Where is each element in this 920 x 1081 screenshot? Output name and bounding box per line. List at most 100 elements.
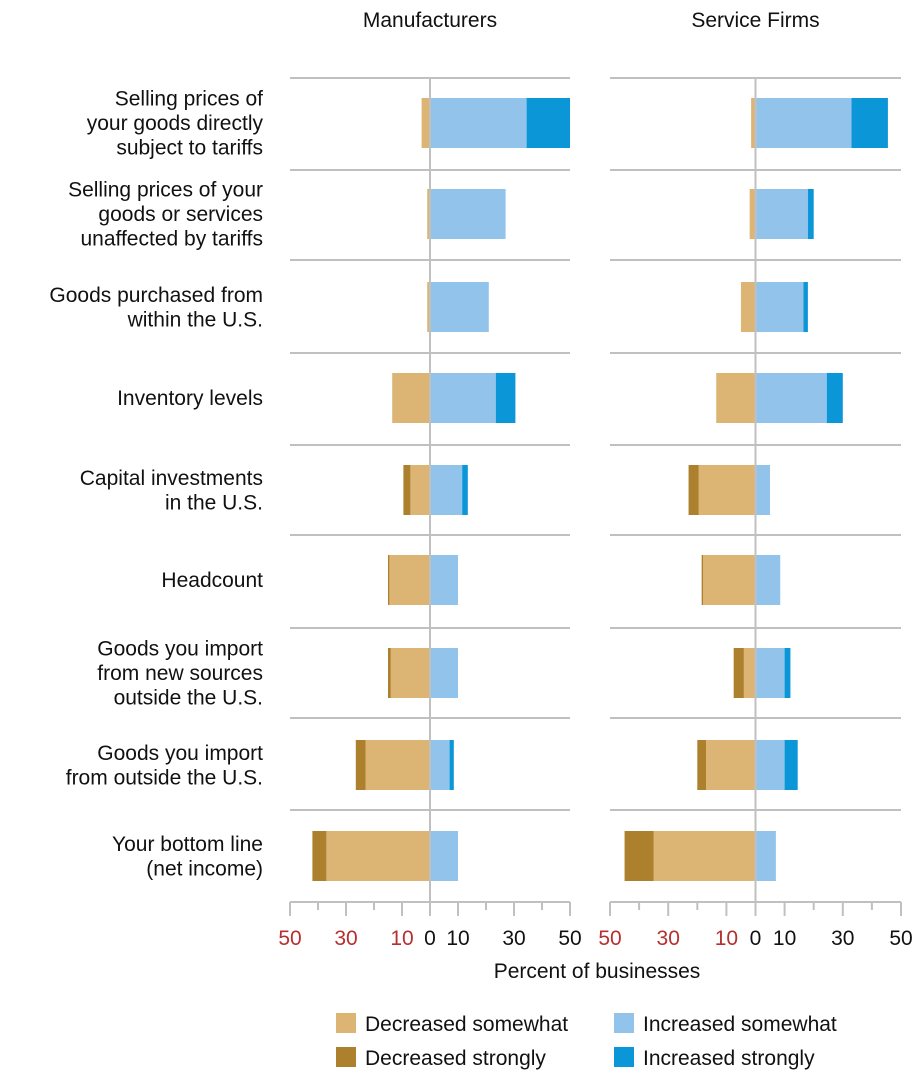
legend-label: Increased strongly <box>643 1047 815 1070</box>
x-tick-label: 30 <box>502 927 525 950</box>
x-tick-label: 0 <box>750 927 762 950</box>
x-tick-label: 10 <box>773 927 796 950</box>
bar-decreased-strongly <box>733 648 744 698</box>
legend: Decreased somewhat Increased somewhat Decr… <box>336 1013 837 1070</box>
x-tick-label: 50 <box>889 927 912 950</box>
bar-increased-somewhat <box>755 189 808 239</box>
panel-manufacturers: Manufacturers 50 30 10 0 10 30 50 <box>278 9 581 950</box>
bar-decreased-somewhat <box>427 282 430 332</box>
category-label: Goods purchased from within the U.S. <box>49 284 263 332</box>
bar-increased-somewhat <box>430 648 458 698</box>
bar-increased-somewhat <box>755 648 785 698</box>
bar-decreased-strongly <box>624 831 654 881</box>
bar-increased-somewhat <box>430 282 489 332</box>
x-tick-label: 50 <box>598 927 621 950</box>
bar-decreased-strongly <box>688 465 699 515</box>
bar-decreased-strongly <box>355 740 366 790</box>
bar-decreased-somewhat <box>740 282 756 332</box>
bar-decreased-somewhat <box>389 555 430 605</box>
legend-label: Decreased strongly <box>365 1047 546 1070</box>
bar-decreased-somewhat <box>703 555 756 605</box>
bar-decreased-somewhat <box>653 831 756 881</box>
category-label: Goods you import from new sources outside … <box>97 638 263 710</box>
x-axis-title: Percent of businesses <box>494 960 701 983</box>
legend-swatch <box>336 1047 356 1067</box>
bar-increased-strongly <box>495 373 516 423</box>
x-tick-label: 10 <box>446 927 469 950</box>
x-tick-label: 50 <box>278 927 301 950</box>
bar-increased-somewhat <box>755 465 771 515</box>
bar-decreased-strongly <box>388 648 391 698</box>
category-labels: Selling prices of your goods directly subj… <box>49 88 263 881</box>
legend-swatch <box>614 1013 634 1033</box>
bar-increased-strongly <box>803 282 808 332</box>
x-tick-label: 10 <box>715 927 738 950</box>
bar-increased-somewhat <box>430 373 496 423</box>
bar-decreased-somewhat <box>427 189 430 239</box>
bar-decreased-strongly <box>403 465 411 515</box>
bar-increased-somewhat <box>430 189 506 239</box>
panel-service-firms: Service Firms 50 30 10 0 10 30 50 <box>598 9 912 950</box>
bar-increased-strongly <box>807 189 814 239</box>
bar-increased-strongly <box>449 740 454 790</box>
legend-label: Increased somewhat <box>643 1013 837 1036</box>
legend-item: Decreased strongly <box>336 1047 546 1070</box>
category-label: Inventory levels <box>117 387 263 410</box>
bar-decreased-strongly <box>697 740 707 790</box>
bar-decreased-somewhat <box>749 189 756 239</box>
bar-increased-somewhat <box>755 282 804 332</box>
category-label: Capital investments in the U.S. <box>80 467 263 515</box>
category-label: Selling prices of your goods directly subj… <box>87 88 264 160</box>
bar-increased-somewhat <box>430 98 527 148</box>
bar-increased-somewhat <box>430 555 458 605</box>
bar-decreased-strongly <box>388 555 390 605</box>
bar-increased-strongly <box>784 648 791 698</box>
x-tick-label: 30 <box>334 927 357 950</box>
bar-decreased-somewhat <box>421 98 430 148</box>
chart-panels: Manufacturers 50 30 10 0 10 30 50 Service Firms 5… <box>278 9 912 950</box>
bar-decreased-somewhat <box>392 373 430 423</box>
bar-decreased-somewhat <box>326 831 430 881</box>
bar-increased-strongly <box>826 373 843 423</box>
bar-increased-strongly <box>784 740 798 790</box>
x-tick-label: 50 <box>558 927 581 950</box>
bar-increased-somewhat <box>755 555 781 605</box>
category-label: Your bottom line (net income) <box>112 833 263 881</box>
bar-increased-somewhat <box>430 465 463 515</box>
x-tick-label: 30 <box>657 927 680 950</box>
bar-increased-strongly <box>526 98 570 148</box>
bar-increased-strongly <box>462 465 468 515</box>
legend-label: Decreased somewhat <box>365 1013 568 1036</box>
bar-increased-somewhat <box>430 831 458 881</box>
legend-swatch <box>614 1047 634 1067</box>
bar-decreased-somewhat <box>743 648 756 698</box>
bar-increased-somewhat <box>755 740 785 790</box>
bar-increased-somewhat <box>755 98 852 148</box>
legend-item: Increased somewhat <box>614 1013 837 1036</box>
bar-decreased-strongly <box>312 831 327 881</box>
category-label: Headcount <box>161 569 263 592</box>
bar-decreased-somewhat <box>716 373 756 423</box>
bar-decreased-somewhat <box>410 465 430 515</box>
bar-increased-strongly <box>851 98 888 148</box>
bar-increased-somewhat <box>755 831 776 881</box>
legend-item: Decreased somewhat <box>336 1013 568 1036</box>
legend-item: Increased strongly <box>614 1047 815 1070</box>
bar-increased-somewhat <box>430 740 450 790</box>
panel-title: Service Firms <box>691 9 819 32</box>
bar-increased-somewhat <box>755 373 827 423</box>
x-tick-label: 10 <box>390 927 413 950</box>
bar-decreased-somewhat <box>706 740 756 790</box>
bar-decreased-strongly <box>701 555 704 605</box>
bar-decreased-somewhat <box>751 98 756 148</box>
category-label: Goods you import from outside the U.S. <box>66 742 263 790</box>
bar-decreased-somewhat <box>698 465 756 515</box>
category-label: Selling prices of your goods or services u… <box>68 179 263 251</box>
bar-decreased-somewhat <box>365 740 430 790</box>
panel-title: Manufacturers <box>363 9 497 32</box>
bar-decreased-somewhat <box>390 648 430 698</box>
legend-swatch <box>336 1013 356 1033</box>
x-tick-label: 30 <box>831 927 854 950</box>
x-tick-label: 0 <box>424 927 436 950</box>
